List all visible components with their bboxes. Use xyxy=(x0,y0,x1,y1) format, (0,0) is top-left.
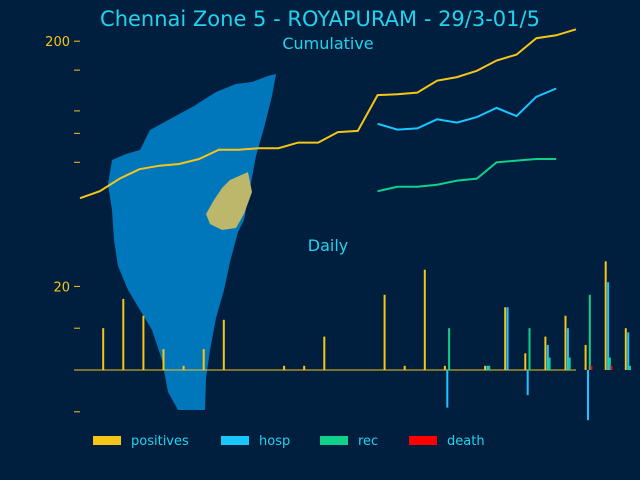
daily-bar-positives xyxy=(303,365,306,370)
daily-bar-positives xyxy=(383,294,386,370)
daily-bar-positives xyxy=(564,315,567,370)
daily-bar-positives xyxy=(403,365,406,370)
zone-map xyxy=(108,74,276,410)
cumulative-line-positives xyxy=(79,28,577,200)
legend-label-hosp: hosp xyxy=(259,434,290,449)
daily-bar-positives xyxy=(142,315,145,370)
daily-bar-rec xyxy=(629,365,631,370)
daily-bar-hosp xyxy=(607,282,610,370)
daily-panel: 20 xyxy=(53,261,631,421)
royapuram-zone-shape xyxy=(206,172,252,230)
daily-bar-death xyxy=(590,365,593,370)
daily-bar-positives xyxy=(504,307,507,370)
daily-bar-positives xyxy=(283,365,286,370)
daily-bar-rec xyxy=(548,357,551,370)
daily-bar-positives xyxy=(604,261,607,370)
daily-bar-rec xyxy=(488,365,491,370)
daily-bar-hosp xyxy=(506,307,509,370)
daily-bar-rec xyxy=(448,328,451,370)
daily-bar-positives xyxy=(584,344,587,370)
daily-bar-death xyxy=(610,365,613,370)
legend-label-positives: positives xyxy=(131,434,189,449)
daily-bar-positives xyxy=(423,269,426,370)
cumulative-line-hosp xyxy=(377,87,557,131)
chart-title: Chennai Zone 5 - ROYAPURAM - 29/3-01/5 xyxy=(100,7,540,31)
legend-swatch-death xyxy=(409,436,437,445)
cumulative-line-rec xyxy=(377,158,557,193)
legend-swatch-positives xyxy=(93,436,121,445)
daily-bar-rec xyxy=(528,328,531,370)
daily-bar-positives xyxy=(443,365,446,370)
daily-bar-rec xyxy=(608,357,611,370)
daily-bar-positives xyxy=(162,349,165,370)
daily-tick-label: 20 xyxy=(53,280,70,295)
daily-bar-positives xyxy=(544,336,547,370)
cumulative-subtitle: Cumulative xyxy=(282,34,373,53)
daily-bar-rec xyxy=(568,357,571,370)
legend-label-death: death xyxy=(447,434,485,449)
daily-bar-hosp xyxy=(486,365,489,370)
legend: positives hosp rec death xyxy=(93,434,485,449)
daily-bar-positives xyxy=(524,353,527,370)
daily-bar-rec xyxy=(588,294,591,370)
top-tick-label: 200 xyxy=(45,35,70,50)
daily-bar-positives xyxy=(222,319,225,370)
legend-swatch-hosp xyxy=(221,436,249,445)
daily-bar-hosp xyxy=(446,370,449,408)
daily-bar-hosp xyxy=(566,328,569,370)
daily-bar-positives xyxy=(182,365,185,370)
daily-bar-positives xyxy=(122,298,125,370)
daily-bar-positives xyxy=(202,349,205,370)
daily-bar-hosp xyxy=(526,370,529,396)
cumulative-panel: 200 xyxy=(45,28,577,200)
legend-label-rec: rec xyxy=(358,434,378,449)
daily-bar-positives xyxy=(102,328,105,370)
daily-bar-positives xyxy=(484,365,487,370)
legend-swatch-rec xyxy=(320,436,348,445)
daily-bar-hosp xyxy=(546,344,549,370)
daily-bar-positives xyxy=(624,328,627,370)
daily-bar-hosp xyxy=(627,332,630,370)
daily-bar-hosp xyxy=(587,370,589,421)
daily-bar-positives xyxy=(323,336,326,370)
chennai-city-shape xyxy=(108,74,276,410)
daily-subtitle: Daily xyxy=(308,236,348,255)
